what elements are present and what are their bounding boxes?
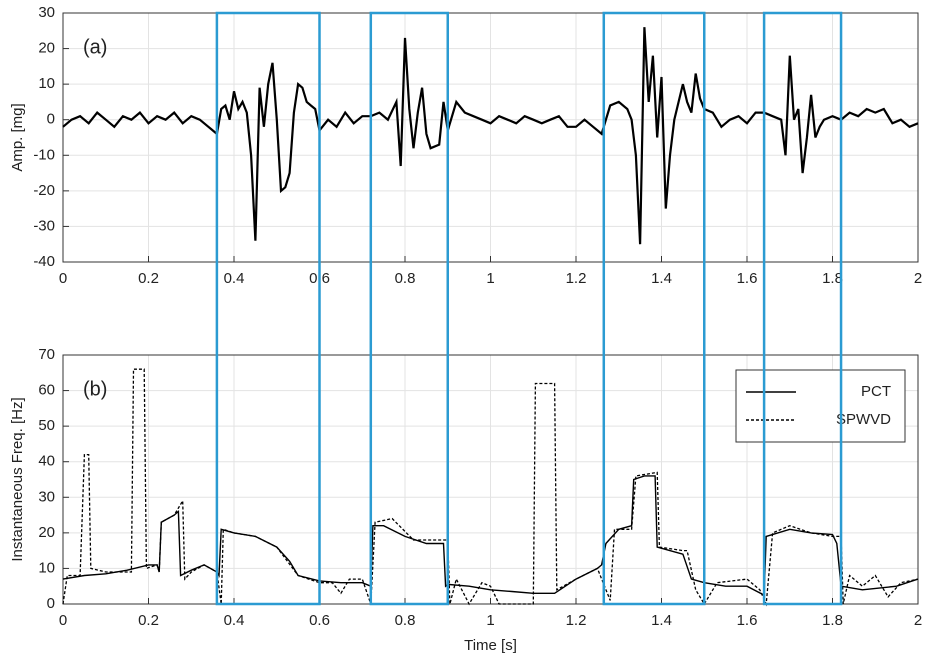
- y-axis-label: Amp. [mg]: [9, 103, 26, 171]
- panel-label: (a): [83, 36, 107, 58]
- x-tick-label: 0: [59, 612, 67, 629]
- x-tick-label: 2: [914, 612, 922, 629]
- x-tick-label: 1.4: [651, 612, 672, 629]
- x-tick-label: 1.2: [566, 612, 587, 629]
- x-tick-label: 1: [486, 612, 494, 629]
- y-tick-label: 60: [38, 382, 55, 399]
- data-line: [62, 27, 919, 245]
- y-tick-label: -40: [33, 253, 55, 270]
- x-tick-label: 0.8: [395, 270, 416, 287]
- y-tick-label: -30: [33, 217, 55, 234]
- x-tick-label: 1: [486, 270, 494, 287]
- y-tick-label: 10: [38, 75, 55, 92]
- axes-frame: [62, 12, 919, 263]
- highlight-region: [602, 11, 706, 606]
- x-axis-label: Time [s]: [464, 637, 517, 654]
- axes-frame: [62, 354, 919, 605]
- panel-label: (b): [83, 378, 107, 400]
- x-tick-label: 0: [59, 270, 67, 287]
- x-tick-label: 1.8: [822, 270, 843, 287]
- x-tick-label: 1.4: [651, 270, 672, 287]
- x-tick-label: 2: [914, 270, 922, 287]
- y-tick-label: 20: [38, 524, 55, 541]
- legend-label: PCT: [861, 383, 891, 400]
- x-tick-label: 1.2: [566, 270, 587, 287]
- y-tick-label: -20: [33, 182, 55, 199]
- x-tick-label: 0.6: [309, 612, 330, 629]
- highlight-region: [762, 11, 843, 606]
- x-tick-label: 0.2: [138, 612, 159, 629]
- legend-box: [735, 369, 906, 443]
- y-tick-label: 30: [38, 4, 55, 21]
- x-tick-label: 0.2: [138, 270, 159, 287]
- x-tick-label: 1.6: [737, 270, 758, 287]
- y-tick-label: 0: [47, 111, 55, 128]
- y-tick-label: 20: [38, 40, 55, 57]
- x-tick-label: 1.8: [822, 612, 843, 629]
- x-tick-label: 1.6: [737, 612, 758, 629]
- legend-label: SPWVD: [836, 411, 891, 428]
- y-tick-label: 50: [38, 417, 55, 434]
- y-tick-label: 0: [47, 595, 55, 612]
- x-tick-label: 0.4: [224, 612, 245, 629]
- highlight-region: [369, 11, 449, 606]
- y-tick-label: 30: [38, 488, 55, 505]
- y-tick-label: 70: [38, 346, 55, 363]
- x-tick-label: 0.8: [395, 612, 416, 629]
- y-axis-label: Instantaneous Freq. [Hz]: [9, 397, 26, 561]
- x-tick-label: 0.4: [224, 270, 245, 287]
- y-tick-label: -10: [33, 146, 55, 163]
- y-tick-label: 10: [38, 559, 55, 576]
- y-tick-label: 40: [38, 453, 55, 470]
- highlight-region: [215, 11, 321, 606]
